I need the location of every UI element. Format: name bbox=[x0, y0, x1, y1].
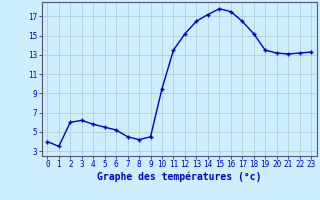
X-axis label: Graphe des températures (°c): Graphe des températures (°c) bbox=[97, 172, 261, 182]
